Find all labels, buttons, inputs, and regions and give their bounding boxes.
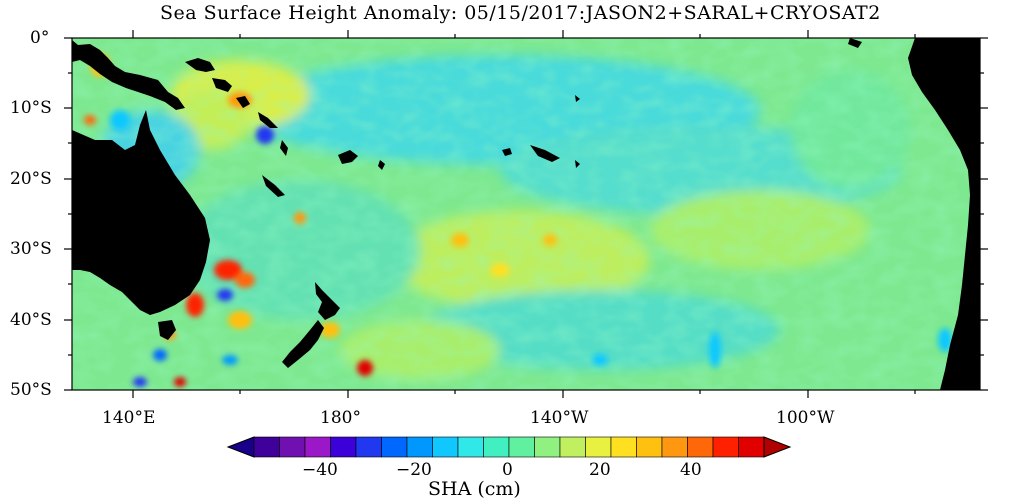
axis-ticks xyxy=(64,30,988,398)
colorbar-label-0: 0 xyxy=(502,460,513,480)
colorbar-arrow-high xyxy=(763,436,792,458)
colorbar-swatch xyxy=(636,436,663,458)
colorbar-arrow-low xyxy=(226,436,255,458)
colorbar-swatch xyxy=(406,436,433,458)
colorbar-swatch xyxy=(534,436,561,458)
colorbar-swatch xyxy=(661,436,688,458)
lat-label-20s: 20°S xyxy=(10,169,52,189)
colorbar-swatch xyxy=(585,436,612,458)
lat-label-0: 0° xyxy=(30,28,50,48)
land xyxy=(72,38,980,390)
colorbar-swatch xyxy=(738,436,765,458)
colorbar-swatch xyxy=(381,436,408,458)
lat-label-40s: 40°S xyxy=(10,310,52,330)
colorbar-swatch xyxy=(330,436,357,458)
lon-label-140w: 140°W xyxy=(530,408,589,428)
colorbar-label-neg40: −40 xyxy=(302,460,338,480)
colorbar-swatch xyxy=(687,436,714,458)
lon-label-140e: 140°E xyxy=(102,408,156,428)
lon-label-100w: 100°W xyxy=(776,408,835,428)
colorbar-swatch xyxy=(304,436,331,458)
colorbar-swatch xyxy=(483,436,510,458)
lon-label-180: 180° xyxy=(320,408,361,428)
colorbar-swatch xyxy=(559,436,586,458)
colorbar-label-40: 40 xyxy=(680,460,702,480)
lat-label-10s: 10°S xyxy=(10,98,52,118)
colorbar-label-20: 20 xyxy=(589,460,611,480)
colorbar-swatch xyxy=(712,436,739,458)
colorbar-label-neg20: −20 xyxy=(396,460,432,480)
lat-label-30s: 30°S xyxy=(10,239,52,259)
colorbar-swatch xyxy=(279,436,306,458)
colorbar-swatch xyxy=(610,436,637,458)
colorbar-swatch xyxy=(457,436,484,458)
colorbar-title: SHA (cm) xyxy=(428,478,521,500)
sha-field xyxy=(72,38,980,390)
lat-label-50s: 50°S xyxy=(10,380,52,400)
colorbar xyxy=(226,436,792,458)
colorbar-swatch xyxy=(432,436,459,458)
map-title: Sea Surface Height Anomaly: 05/15/2017:J… xyxy=(160,2,881,24)
colorbar-swatch xyxy=(508,436,535,458)
colorbar-swatch xyxy=(253,436,280,458)
colorbar-swatch xyxy=(355,436,382,458)
